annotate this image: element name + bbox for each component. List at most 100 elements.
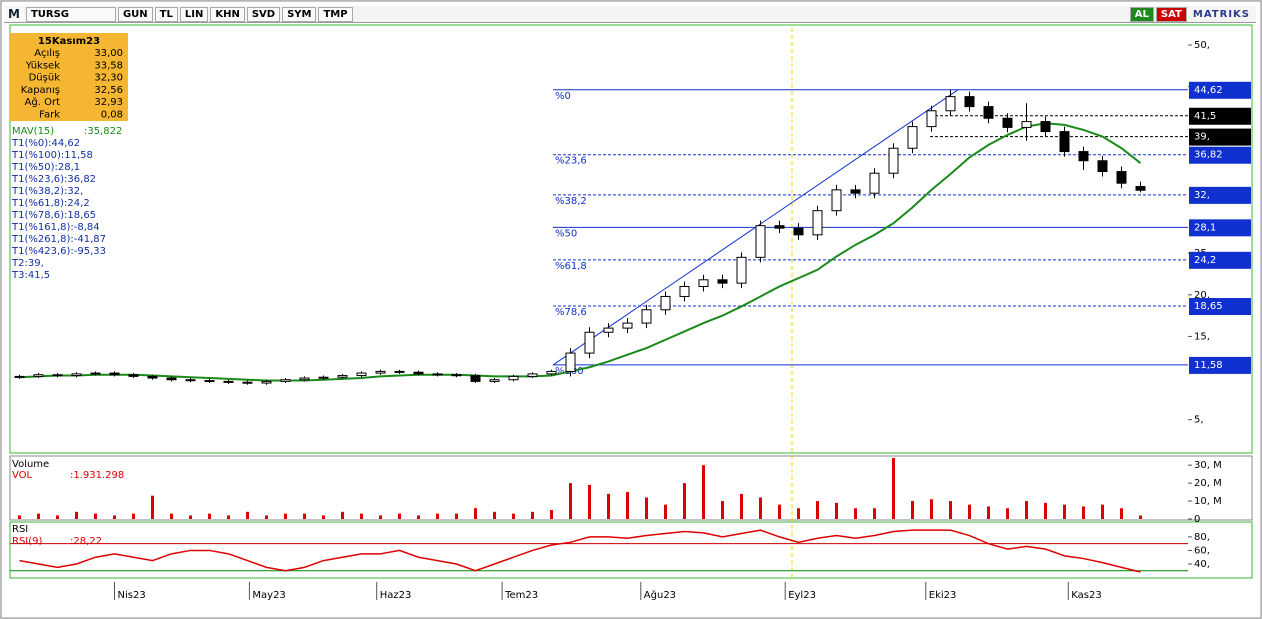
info-title: 15Kasım23 [38, 36, 100, 47]
volume-bar [664, 504, 667, 519]
legend-value: :35,822 [84, 126, 122, 137]
moving-average [19, 122, 1142, 382]
volume-bar [816, 501, 819, 519]
volume-bar [493, 511, 496, 519]
x-tick-label: Haz23 [380, 590, 412, 601]
level-label: 41,5 [1194, 111, 1216, 122]
volume-bar [455, 513, 458, 519]
candle-body [622, 322, 633, 329]
candle-body [831, 189, 842, 212]
tool-button[interactable]: LIN [179, 6, 209, 22]
info-value: 32,56 [94, 85, 123, 96]
x-tick-label: Eki23 [929, 590, 957, 601]
candle-body [90, 372, 101, 375]
tool-button[interactable]: TL [154, 6, 178, 22]
level-label: 36,82 [1194, 150, 1223, 161]
level-box [1189, 128, 1251, 146]
level-box [1189, 356, 1251, 374]
spacer [355, 8, 1128, 21]
level-label: 18,65 [1194, 301, 1223, 312]
candle-body [660, 295, 671, 311]
buy-button[interactable]: AL [1129, 6, 1154, 22]
x-tick-label: May23 [252, 590, 285, 601]
tool-button[interactable]: KHN [210, 6, 245, 22]
volume-bar [379, 515, 382, 519]
candle-body [1116, 171, 1127, 184]
candle-body [698, 279, 709, 287]
candle-body [584, 331, 595, 354]
candle-body [774, 225, 785, 229]
volume-bar [1120, 508, 1123, 519]
candle-body [185, 379, 196, 382]
candle-body [71, 373, 82, 377]
legend-text: T1(%78,6):18,65 [11, 210, 96, 221]
candle-body [679, 285, 690, 297]
candle-body [1135, 186, 1146, 191]
volume-bar [1063, 504, 1066, 519]
candle-body [413, 371, 424, 375]
candle-body [717, 279, 728, 284]
volume-bar [702, 465, 705, 519]
level-box [1189, 81, 1251, 99]
level-label: 39, [1194, 132, 1210, 143]
volume-bar [949, 501, 952, 519]
legend-text: T2:39, [11, 258, 44, 269]
level-box [1189, 219, 1251, 237]
volume-bar [436, 513, 439, 519]
volume-bar [1139, 515, 1142, 519]
x-tick-label: Ağu23 [644, 589, 676, 601]
volume-bar [550, 510, 553, 519]
candle-body [603, 327, 614, 333]
candle-body [907, 126, 918, 149]
legend-text: T1(%23,6):36,82 [11, 174, 96, 185]
candle-body [33, 374, 44, 377]
info-label: Yüksek [25, 60, 60, 71]
candle-body [812, 210, 823, 236]
level-label: 11,58 [1194, 360, 1223, 371]
symbol[interactable]: TURSG [25, 6, 116, 22]
tool-button[interactable]: SVD [246, 6, 281, 22]
level-label: 44,62 [1194, 85, 1223, 96]
candle-body [869, 172, 880, 194]
fib-label: %38,2 [555, 196, 587, 207]
volume-bar [18, 515, 21, 519]
x-tick-label: Nis23 [118, 590, 146, 601]
candle-body [793, 227, 804, 236]
volume-bar [854, 508, 857, 519]
tool-button[interactable]: GUN [117, 6, 153, 22]
candle-body [52, 374, 63, 377]
volume-bar [284, 513, 287, 519]
rsi-line [19, 529, 1141, 573]
candle-body [508, 375, 519, 381]
candle-body [1097, 160, 1108, 173]
candle-body [1078, 151, 1089, 162]
tool-button[interactable]: SYM [282, 6, 317, 22]
info-label: Kapanış [21, 85, 60, 96]
info-label: Ağ. Ort [25, 96, 61, 108]
volume-bar [987, 506, 990, 519]
panel-legend-value: :1.931.298 [70, 470, 124, 481]
candle-body [356, 372, 367, 377]
volume-bar [911, 501, 914, 519]
volume-bar [113, 515, 116, 519]
candle-body [1021, 121, 1032, 128]
legend-text: T1(%261,8):-41,87 [11, 234, 106, 245]
sell-button[interactable]: SAT [1155, 6, 1187, 22]
candle-body [546, 370, 557, 375]
candle-body [299, 377, 310, 381]
legend-text: T3:41,5 [11, 270, 50, 281]
level-box [1189, 107, 1251, 125]
y-tick-label: 20, [1194, 290, 1210, 301]
candle-body [888, 147, 899, 174]
candle-body [983, 106, 994, 119]
candle-body [1002, 117, 1013, 128]
volume-bar [417, 515, 420, 519]
volume-bar [740, 493, 743, 519]
y-tick-label: 60, [1194, 545, 1210, 556]
candle-body [489, 379, 500, 382]
candle-body [432, 373, 443, 376]
tool-button[interactable]: TMP [318, 6, 353, 22]
logo[interactable]: M [4, 7, 24, 21]
info-value: 33,58 [94, 60, 123, 71]
candle-body [755, 225, 766, 258]
